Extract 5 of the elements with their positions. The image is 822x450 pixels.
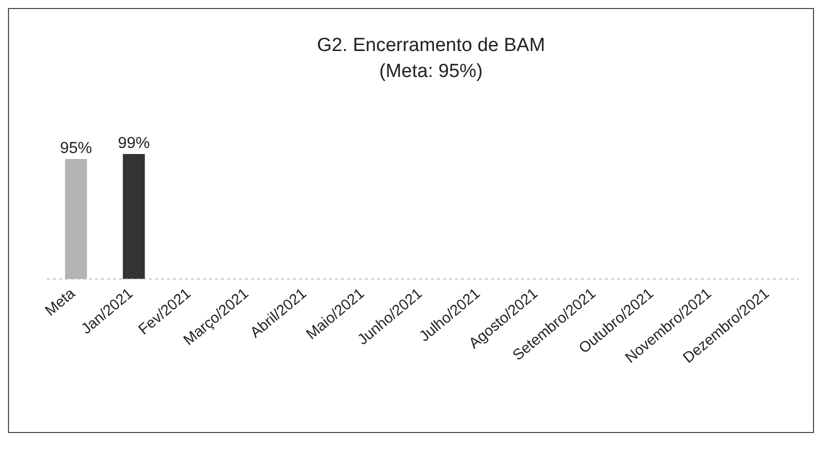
chart-title: G2. Encerramento de BAM	[316, 34, 546, 58]
data-label: 95%	[60, 140, 92, 158]
x-tick-label: Meta	[42, 284, 79, 320]
data-label: 99%	[118, 135, 150, 152]
chart-subtitle: (Meta: 95%)	[378, 60, 484, 84]
